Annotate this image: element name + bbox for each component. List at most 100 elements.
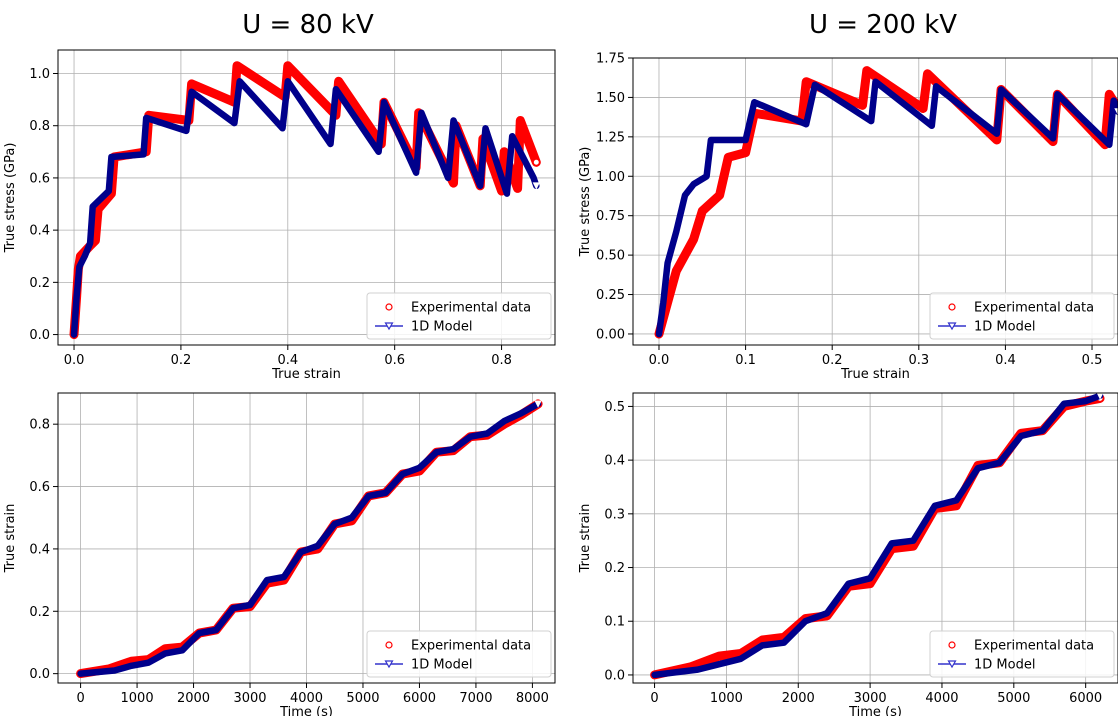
experimental-end-marker bbox=[532, 158, 540, 166]
x-tick-label: 2000 bbox=[782, 691, 815, 706]
legend-box bbox=[366, 292, 552, 340]
y-tick-label: 0.2 bbox=[29, 605, 50, 620]
legend-model-marker bbox=[384, 660, 394, 669]
x-tick-label: 1000 bbox=[710, 691, 743, 706]
legend-experimental-label: Experimental data bbox=[411, 301, 531, 316]
x-axis-label: Time (s) bbox=[848, 705, 902, 716]
x-axis-label: Time (s) bbox=[279, 705, 333, 716]
x-tick-label: 0.6 bbox=[384, 353, 405, 368]
x-tick-label: 6000 bbox=[403, 691, 436, 706]
legend-experimental-marker bbox=[948, 641, 956, 649]
y-tick-label: 1.0 bbox=[29, 67, 50, 82]
legend-box bbox=[366, 630, 552, 678]
x-tick-label: 2000 bbox=[177, 691, 210, 706]
x-tick-label: 0.4 bbox=[277, 353, 298, 368]
axes-frame bbox=[632, 392, 1118, 684]
x-axis-label: True strain bbox=[271, 367, 341, 382]
y-tick-label: 1.25 bbox=[596, 130, 625, 145]
x-tick-label: 0.3 bbox=[908, 353, 929, 368]
legend: Experimental data 1D Model bbox=[929, 630, 1115, 678]
y-tick-label: 0.3 bbox=[604, 507, 625, 522]
x-tick-label: 0 bbox=[76, 691, 84, 706]
model-series-line bbox=[651, 393, 1104, 679]
x-tick-label: 7000 bbox=[459, 691, 492, 706]
y-tick-label: 1.00 bbox=[596, 170, 625, 185]
y-tick-label: 0.50 bbox=[596, 249, 625, 264]
title-200kv: U = 200 kV bbox=[808, 10, 958, 40]
legend-model-label: 1D Model bbox=[974, 658, 1035, 673]
y-axis-label: True strain bbox=[578, 504, 593, 574]
y-tick-label: 0.0 bbox=[604, 668, 625, 683]
legend-model-label: 1D Model bbox=[411, 320, 472, 335]
x-tick-label: 4000 bbox=[925, 691, 958, 706]
x-axis-label: True strain bbox=[840, 367, 910, 382]
x-tick-label: 0.0 bbox=[64, 353, 85, 368]
legend-experimental-marker bbox=[948, 303, 956, 311]
x-tick-label: 0.0 bbox=[649, 353, 670, 368]
model-end-marker bbox=[532, 182, 540, 190]
legend: Experimental data 1D Model bbox=[366, 630, 552, 678]
legend-experimental-marker bbox=[385, 641, 393, 649]
model-series-line bbox=[655, 78, 1118, 338]
chart-strain-time-200kv: 0 1000 2000 3000 4000 5000 6000 0.0 0.1 0.2 0.3 0.4… bbox=[578, 392, 1118, 716]
y-axis-label: True strain bbox=[3, 504, 18, 574]
legend-box bbox=[929, 292, 1115, 340]
x-tick-label: 0.5 bbox=[1082, 353, 1103, 368]
model-end-marker bbox=[1114, 108, 1118, 116]
legend-model-marker bbox=[384, 322, 394, 331]
x-tick-label: 0 bbox=[650, 691, 658, 706]
y-tick-label: 0.75 bbox=[596, 209, 625, 224]
plot-area bbox=[654, 66, 1118, 339]
y-tick-label: 0.4 bbox=[604, 454, 625, 469]
legend: Experimental data 1D Model bbox=[366, 292, 552, 340]
plot-area bbox=[76, 399, 543, 679]
y-axis-label: True stress (GPa) bbox=[3, 143, 18, 254]
legend-model-marker bbox=[947, 660, 957, 669]
x-tick-label: 1000 bbox=[121, 691, 154, 706]
x-tick-label: 6000 bbox=[1069, 691, 1102, 706]
y-tick-label: 0.0 bbox=[29, 667, 50, 682]
chart-stress-strain-80kv: 0.0 0.2 0.4 0.6 0.8 0.0 0.2 0.4 0.6 0.8 1.0 True st… bbox=[3, 49, 556, 382]
y-tick-label: 1.75 bbox=[596, 52, 625, 67]
legend-model-label: 1D Model bbox=[974, 320, 1035, 335]
legend: Experimental data 1D Model bbox=[929, 292, 1115, 340]
x-tick-label: 0.8 bbox=[491, 353, 512, 368]
y-tick-label: 0.2 bbox=[604, 561, 625, 576]
plot-area bbox=[650, 393, 1105, 680]
legend-model-marker bbox=[947, 322, 957, 331]
y-tick-label: 0.0 bbox=[29, 328, 50, 343]
y-axis-label: True stress (GPa) bbox=[578, 147, 593, 258]
chart-strain-time-80kv: 0 1000 2000 3000 4000 5000 6000 7000 8000 0.0 0.2 0… bbox=[3, 392, 556, 716]
axes-frame bbox=[57, 49, 556, 346]
y-tick-label: 0.6 bbox=[29, 171, 50, 186]
legend-experimental-label: Experimental data bbox=[411, 639, 531, 654]
y-tick-label: 1.50 bbox=[596, 91, 625, 106]
x-tick-label: 5000 bbox=[346, 691, 379, 706]
legend-experimental-label: Experimental data bbox=[974, 639, 1094, 654]
axes-frame bbox=[57, 392, 556, 684]
y-tick-label: 0.6 bbox=[29, 480, 50, 495]
y-tick-label: 0.00 bbox=[596, 327, 625, 342]
y-tick-label: 0.25 bbox=[596, 288, 625, 303]
x-tick-label: 0.1 bbox=[735, 353, 756, 368]
y-tick-label: 0.8 bbox=[29, 418, 50, 433]
y-tick-label: 0.5 bbox=[604, 400, 625, 415]
y-tick-label: 0.1 bbox=[604, 615, 625, 630]
legend-model-label: 1D Model bbox=[411, 658, 472, 673]
plot-area bbox=[69, 61, 541, 340]
x-tick-label: 0.2 bbox=[171, 353, 192, 368]
x-tick-label: 5000 bbox=[997, 691, 1030, 706]
x-tick-label: 0.4 bbox=[995, 353, 1016, 368]
legend-experimental-marker bbox=[385, 303, 393, 311]
model-end-marker bbox=[1096, 393, 1104, 400]
x-tick-label: 8000 bbox=[516, 691, 549, 706]
legend-box bbox=[929, 630, 1115, 678]
y-tick-label: 0.2 bbox=[29, 276, 50, 291]
y-tick-label: 0.4 bbox=[29, 224, 50, 239]
legend-experimental-label: Experimental data bbox=[974, 301, 1094, 316]
title-80kv: U = 80 kV bbox=[242, 10, 374, 40]
y-tick-label: 0.4 bbox=[29, 542, 50, 557]
model-series-line bbox=[70, 78, 540, 338]
chart-stress-strain-200kv: 0.0 0.1 0.2 0.3 0.4 0.5 0.00 0.25 0.50 0.75 1.00 1.… bbox=[578, 52, 1118, 382]
